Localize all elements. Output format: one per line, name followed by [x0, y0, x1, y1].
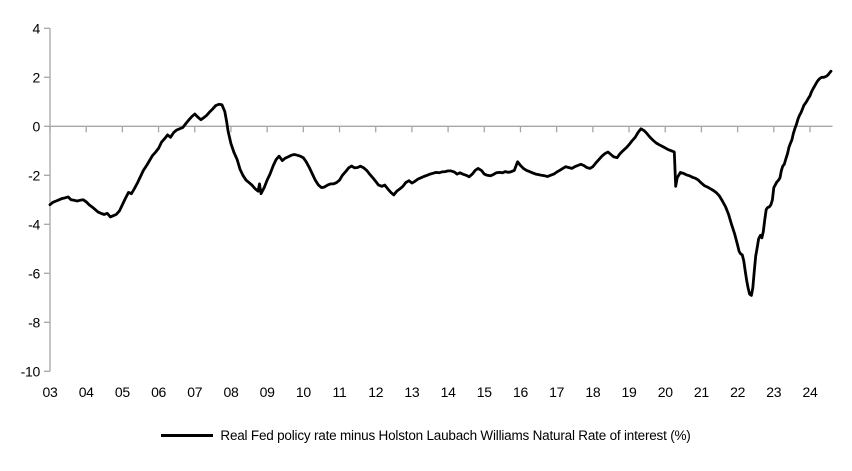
- y-tick-label: 0: [33, 118, 41, 134]
- x-tick-label: 22: [730, 384, 745, 400]
- x-tick-label: 08: [223, 384, 238, 400]
- x-tick-label: 16: [513, 384, 528, 400]
- x-tick-label: 24: [802, 384, 817, 400]
- x-tick-label: 10: [296, 384, 311, 400]
- x-tick-label: 17: [549, 384, 564, 400]
- x-tick-label: 11: [333, 384, 347, 400]
- legend-label: Real Fed policy rate minus Holston Lauba…: [220, 428, 691, 443]
- legend: Real Fed policy rate minus Holston Lauba…: [0, 428, 852, 443]
- x-tick-label: 05: [115, 384, 130, 400]
- y-tick-label: 4: [33, 20, 41, 36]
- x-tick-label: 04: [79, 384, 94, 400]
- x-tick-label: 09: [260, 384, 275, 400]
- x-tick-label: 15: [477, 384, 492, 400]
- x-tick-label: 19: [622, 384, 637, 400]
- y-tick-label: -8: [28, 314, 40, 330]
- y-tick-label: 2: [33, 69, 41, 85]
- x-tick-label: 23: [766, 384, 781, 400]
- y-tick-label: -4: [28, 216, 40, 232]
- x-tick-label: 03: [43, 384, 58, 400]
- x-tick-label: 12: [368, 384, 383, 400]
- y-tick-label: -2: [28, 167, 40, 183]
- x-tick-label: 21: [694, 384, 709, 400]
- x-tick-label: 18: [585, 384, 600, 400]
- data-series-line: [48, 69, 833, 297]
- legend-line-sample: [161, 434, 214, 437]
- x-tick-label: 07: [187, 384, 202, 400]
- x-tick-label: 14: [441, 384, 456, 400]
- x-tick-label: 06: [151, 384, 166, 400]
- x-tick-label: 13: [404, 384, 419, 400]
- x-tick-label: 20: [658, 384, 673, 400]
- y-tick-label: -10: [21, 363, 41, 379]
- y-tick-label: -6: [28, 265, 40, 281]
